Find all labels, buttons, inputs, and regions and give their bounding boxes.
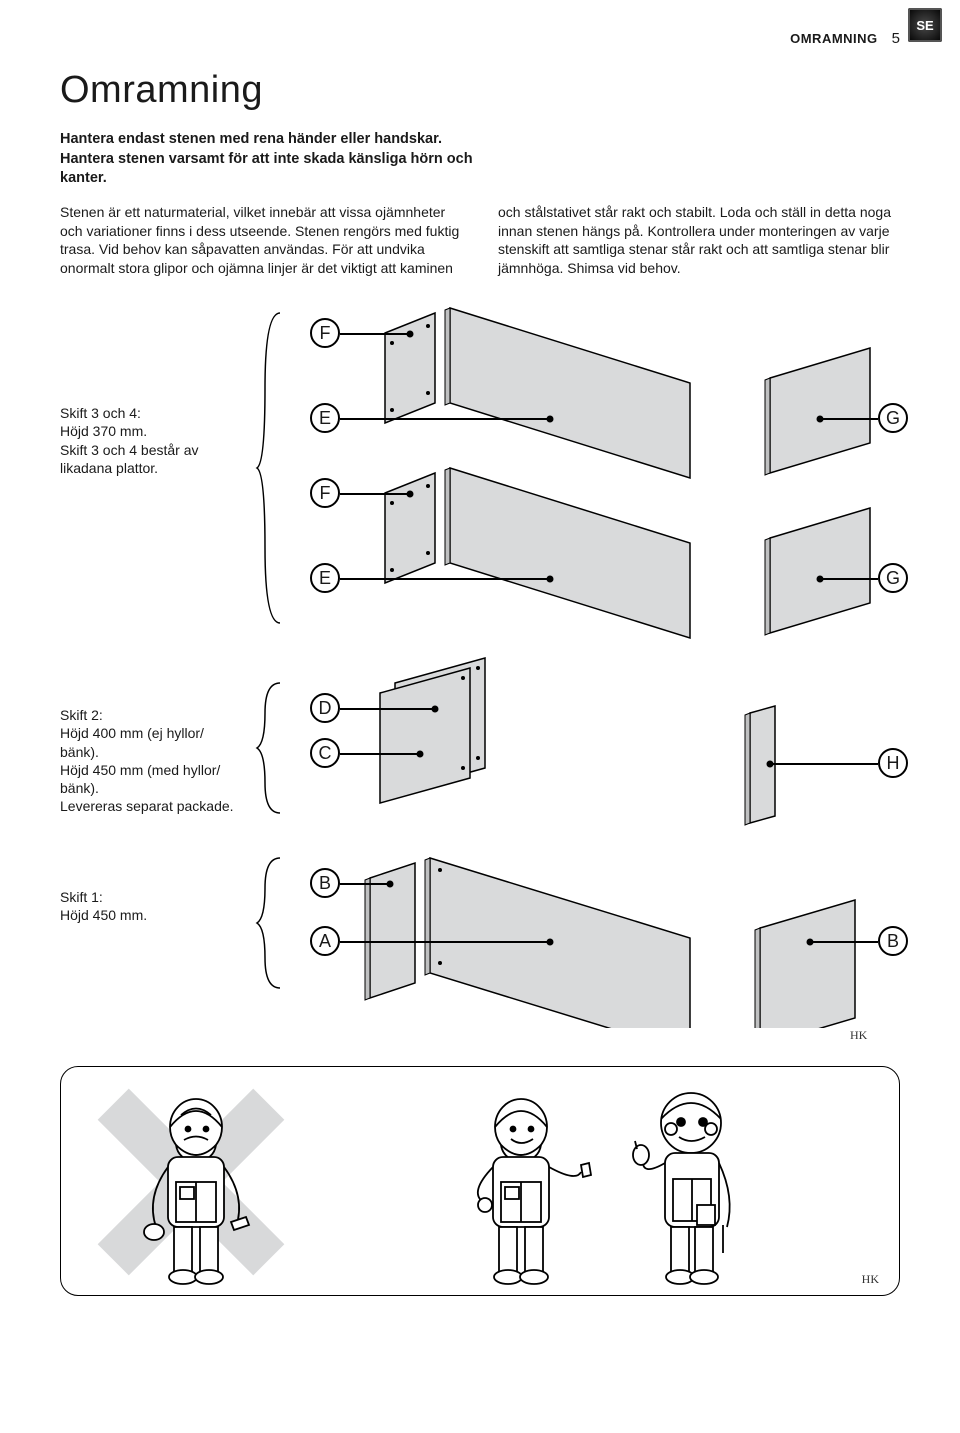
body-left: Stenen är ett naturmaterial, vilket inne… [60, 203, 462, 279]
leader-dot [387, 880, 394, 887]
leader-dot [407, 330, 414, 337]
callout-skift-3-4: Skift 3 och 4: Höjd 370 mm. Skift 3 och … [60, 404, 240, 477]
leader-dot [407, 490, 414, 497]
leader-dot [817, 415, 824, 422]
page-title: Omramning [60, 69, 900, 112]
leader-dot [767, 760, 774, 767]
exploded-panels-svg [300, 288, 920, 1028]
leader-dot [817, 575, 824, 582]
leader-line [770, 763, 878, 765]
brace-icon [255, 678, 285, 818]
callout-skift-1: Skift 1: Höjd 450 mm. [60, 888, 240, 924]
leader-line [340, 708, 435, 710]
language-badge: SE [908, 8, 942, 42]
leader-dot [547, 415, 554, 422]
leader-dot [432, 705, 439, 712]
leader-line [340, 753, 420, 755]
callout-skift-2: Skift 2: Höjd 400 mm (ej hyllor/ bänk). … [60, 706, 240, 815]
leader-line [340, 883, 390, 885]
leader-dot [807, 938, 814, 945]
assembly-diagram: Skift 3 och 4: Höjd 370 mm. Skift 3 och … [60, 308, 900, 1048]
character-wrong [116, 1087, 276, 1287]
artist-signature: HK [850, 1028, 867, 1043]
leader-line [340, 578, 550, 580]
intro-paragraph: Hantera endast stenen med rena händer el… [60, 130, 490, 189]
leader-line [340, 941, 550, 943]
leader-line [820, 418, 878, 420]
leader-dot [547, 938, 554, 945]
body-columns: Stenen är ett naturmaterial, vilket inne… [60, 203, 900, 279]
leader-dot [417, 750, 424, 757]
leader-line [340, 418, 550, 420]
footer-illustration-box: HK [60, 1066, 900, 1296]
page-number: 5 [892, 30, 900, 47]
leader-line [820, 578, 878, 580]
body-right: och stålstativet står rakt och stabilt. … [498, 203, 900, 279]
brace-icon [255, 853, 285, 993]
brace-icon [255, 308, 285, 628]
character-correct-pair [441, 1087, 781, 1287]
section-label: OMRAMNING [790, 31, 878, 46]
artist-signature: HK [862, 1272, 879, 1287]
leader-line [340, 493, 410, 495]
leader-line [340, 333, 410, 335]
header: OMRAMNING 5 [60, 30, 900, 47]
leader-line [810, 941, 878, 943]
leader-dot [547, 575, 554, 582]
